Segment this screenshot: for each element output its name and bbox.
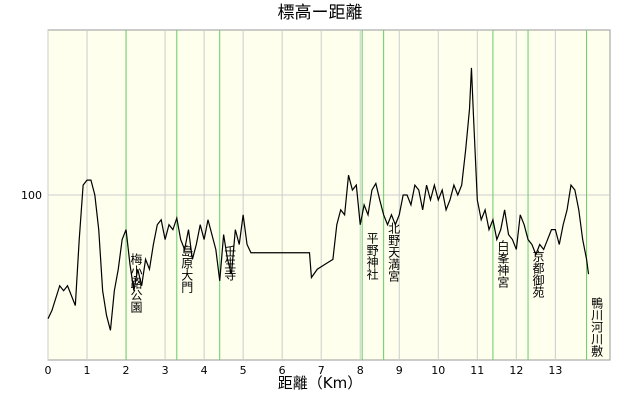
x-tick-label: 6 [279, 364, 286, 377]
landmark-label: 島原大門 [180, 244, 194, 293]
x-tick-label: 11 [470, 364, 484, 377]
x-tick-label: 4 [201, 364, 208, 377]
x-tick-label: 12 [509, 364, 523, 377]
x-axis-label: 距離（Km） [278, 374, 362, 392]
x-tick-label: 9 [396, 364, 403, 377]
x-tick-label: 5 [240, 364, 247, 377]
x-tick-label: 7 [318, 364, 325, 377]
landmark-label: 梅小路公園 [129, 252, 143, 313]
x-tick-label: 10 [431, 364, 445, 377]
x-tick-label: 3 [162, 364, 169, 377]
y-tick-label: 100 [21, 189, 42, 202]
x-tick-label: 8 [357, 364, 364, 377]
chart-title: 標高ー距離 [278, 3, 363, 23]
landmark-label: 壬生寺 [223, 245, 237, 281]
x-tick-label: 1 [84, 364, 91, 377]
landmark-label: 平野神社 [365, 232, 379, 280]
landmark-label: 白峯神宮 [496, 239, 510, 288]
x-tick-label: 13 [548, 364, 562, 377]
x-tick-label: 2 [123, 364, 130, 377]
landmark-label: 鴨川河川敷 [590, 297, 604, 358]
elevation-line [47, 67, 590, 331]
landmark-label: 北野天満宮 [387, 222, 401, 282]
x-tick-label: 0 [45, 364, 52, 377]
landmark-label: 京都御苑 [531, 250, 545, 299]
